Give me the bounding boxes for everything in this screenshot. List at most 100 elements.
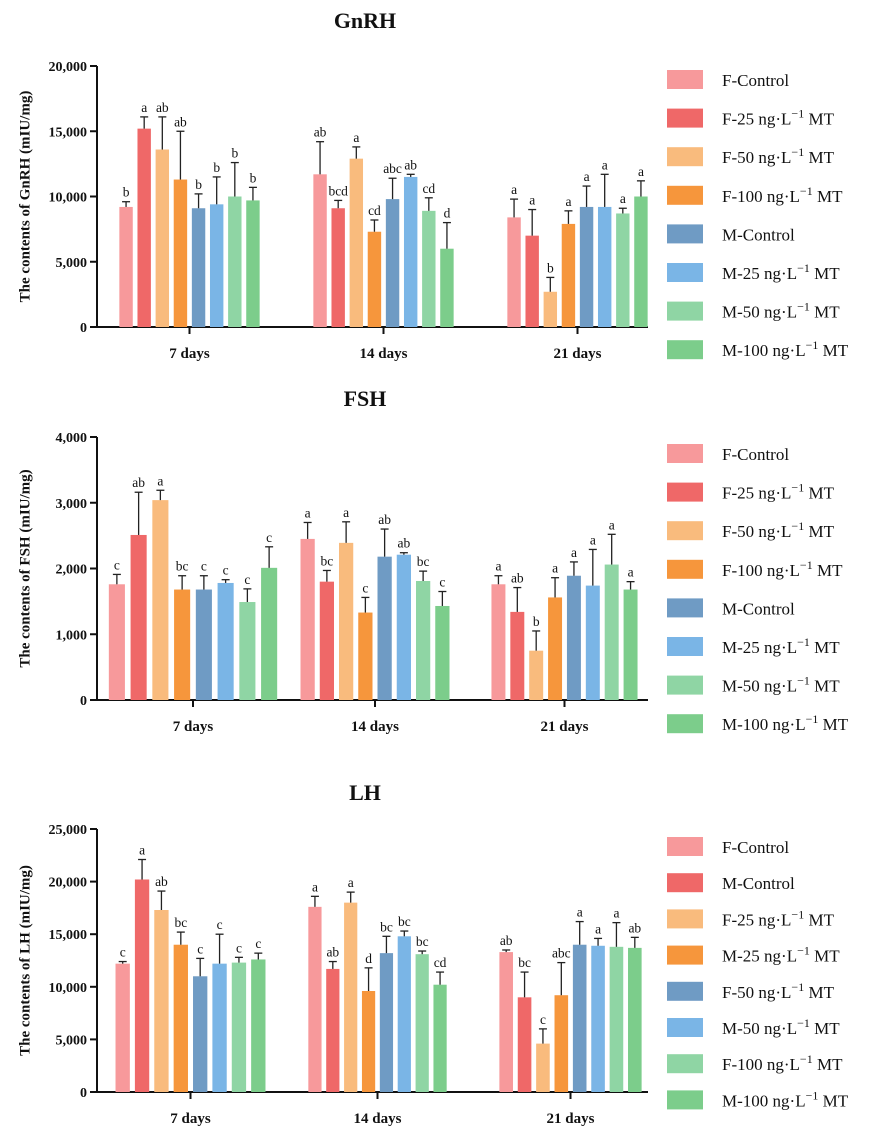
significance-letter: b — [231, 146, 238, 161]
y-axis-label: The contents of FSH (mIU/mg) — [17, 469, 33, 667]
significance-letter: a — [529, 193, 535, 208]
bar — [195, 589, 212, 700]
bar — [313, 174, 327, 327]
bar — [173, 944, 188, 1092]
legend-label-text: M-Control — [722, 599, 795, 618]
x-category-label: 7 days — [169, 346, 210, 362]
bar — [554, 995, 569, 1092]
legend-label-suffix: MT — [813, 1055, 843, 1074]
significance-letter: cd — [422, 181, 435, 196]
y-tick-label: 0 — [80, 694, 87, 709]
significance-letter: c — [197, 941, 203, 956]
bar — [331, 208, 345, 327]
bar — [433, 984, 447, 1092]
significance-letter: ab — [628, 920, 641, 935]
significance-letter: c — [223, 563, 229, 578]
y-tick-label: 5,000 — [56, 256, 88, 271]
bar — [119, 206, 133, 327]
bar — [591, 945, 605, 1092]
legend-swatch — [667, 521, 703, 541]
chart-panel-lh: LH The contents of LH (mIU/mg) 0 5,000 10,00… — [17, 780, 848, 1127]
bar — [566, 575, 581, 700]
legend-label-text: F-Control — [722, 445, 789, 464]
legend-label-suffix: MT — [804, 910, 834, 929]
significance-letter: ab — [404, 157, 417, 172]
legend-swatch — [667, 945, 703, 965]
legend-label-suffix: MT — [818, 341, 848, 360]
legend-swatch — [667, 482, 703, 502]
significance-letter: cd — [434, 955, 447, 970]
legend-label-text: M-Control — [722, 874, 795, 893]
y-tick-label: 0 — [80, 1086, 87, 1101]
legend-label-suffix: MT — [813, 561, 843, 580]
bar — [209, 204, 224, 327]
significance-letter: c — [236, 940, 242, 955]
x-category-label: 21 days — [547, 1111, 595, 1127]
legend-label: F-100 ng·L−1 MT — [722, 1052, 843, 1074]
significance-letter: d — [365, 951, 372, 966]
bar — [597, 206, 612, 327]
legend-swatch — [667, 873, 703, 893]
legend-label-text: M-25 ng·L — [722, 638, 797, 657]
bar — [510, 611, 525, 700]
bar — [634, 196, 648, 327]
significance-letter: bc — [380, 919, 393, 934]
bar — [228, 196, 242, 327]
legend-swatch — [667, 637, 703, 656]
legend-label-superscript: −1 — [791, 980, 804, 994]
bar — [529, 650, 544, 700]
significance-letter: a — [348, 875, 354, 890]
legend-label: F-50 ng·L−1 MT — [722, 145, 835, 167]
bar — [108, 584, 125, 700]
bar — [349, 158, 364, 327]
legend-label-suffix: MT — [818, 715, 848, 734]
significance-letter: a — [609, 517, 615, 532]
legend-swatch — [667, 70, 703, 89]
y-tick-label: 5,000 — [56, 1033, 88, 1048]
significance-letter: c — [266, 530, 272, 545]
significance-letter: bcd — [328, 183, 348, 198]
bar — [155, 149, 170, 327]
significance-letter: a — [613, 906, 619, 921]
x-category-label: 21 days — [554, 346, 602, 362]
significance-letter: ab — [156, 100, 169, 115]
significance-letter: a — [312, 879, 318, 894]
legend-label-text: M-Control — [722, 225, 795, 244]
bar — [415, 954, 429, 1092]
bar — [416, 580, 431, 700]
chart-panel-fsh: FSH The contents of FSH (mIU/mg) 0 1,000 2,0… — [17, 386, 848, 735]
bar — [358, 612, 373, 700]
legend-swatch — [667, 224, 703, 244]
y-tick-label: 10,000 — [49, 981, 88, 996]
chart-panel-gnrh: GnRH The contents of GnRH (mIU/mg) 0 5,000 1… — [17, 8, 848, 362]
y-tick-label: 0 — [80, 321, 87, 336]
legend-label: M-100 ng·L−1 MT — [722, 338, 849, 360]
legend-label-text: F-50 ng·L — [722, 983, 791, 1002]
legend-label-suffix: MT — [804, 110, 834, 129]
bar — [548, 597, 563, 700]
significance-letter: b — [213, 160, 220, 175]
bar — [191, 208, 206, 327]
legend-label-superscript: −1 — [806, 338, 819, 352]
legend-label: M-25 ng·L−1 MT — [722, 635, 840, 657]
x-category-label: 7 days — [173, 719, 214, 735]
legend-label-superscript: −1 — [800, 184, 813, 198]
legend-label-superscript: −1 — [800, 1052, 813, 1066]
legend-label-suffix: MT — [810, 638, 840, 657]
bar — [616, 213, 630, 327]
bar — [543, 291, 558, 327]
legend-label-suffix: MT — [810, 1019, 840, 1038]
significance-letter: bc — [174, 915, 187, 930]
significance-letter: c — [201, 559, 207, 574]
bar — [609, 946, 624, 1092]
significance-letter: c — [540, 1012, 546, 1027]
legend-label: M-25 ng·L−1 MT — [722, 261, 840, 283]
legend-label: F-25 ng·L−1 MT — [722, 107, 835, 129]
bar — [604, 564, 619, 700]
y-tick-label: 20,000 — [49, 876, 88, 891]
legend-label: F-Control — [722, 445, 789, 464]
significance-letter: b — [533, 614, 540, 629]
legend-label-text: F-50 ng·L — [722, 148, 791, 167]
legend-label-text: M-50 ng·L — [722, 1019, 797, 1038]
legend-label-superscript: −1 — [791, 145, 804, 159]
